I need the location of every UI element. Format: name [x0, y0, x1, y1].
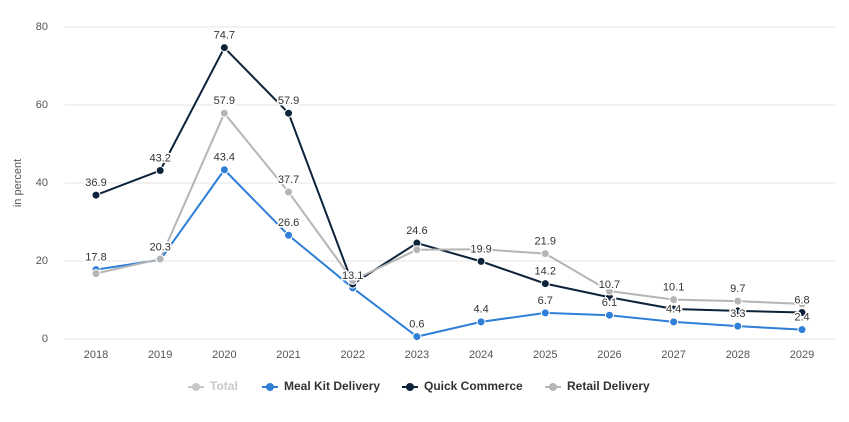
- data-label: 57.9: [214, 95, 235, 107]
- data-point: [219, 43, 229, 53]
- legend-marker: [192, 383, 200, 391]
- y-axis-label: in percent: [12, 159, 24, 207]
- data-point: [540, 308, 550, 318]
- data-point: [284, 187, 294, 197]
- data-label: 14.2: [535, 266, 556, 278]
- data-point: [476, 317, 486, 327]
- data-label: 17.8: [85, 251, 106, 263]
- data-point: [669, 304, 679, 314]
- data-label: 19.9: [470, 243, 491, 255]
- y-tick-label: 60: [36, 99, 48, 111]
- data-point: [797, 325, 807, 335]
- data-label: 57.9: [278, 95, 299, 107]
- data-point: [284, 230, 294, 240]
- data-point: [155, 166, 165, 176]
- data-label: 6.8: [794, 294, 809, 306]
- legend-marker: [406, 383, 414, 391]
- x-tick-label: 2022: [340, 349, 364, 361]
- y-tick-label: 20: [36, 255, 48, 267]
- x-tick-label: 2023: [405, 349, 429, 361]
- data-label: 0.6: [409, 319, 424, 331]
- data-point: [604, 310, 614, 320]
- data-label: 26.6: [278, 217, 299, 229]
- data-point: [604, 286, 614, 296]
- data-point: [284, 108, 294, 118]
- data-point: [412, 332, 422, 342]
- data-label: 43.2: [149, 152, 170, 164]
- y-tick-label: 80: [36, 21, 48, 33]
- legend-entry[interactable]: Meal Kit Delivery: [284, 379, 380, 393]
- data-point: [669, 295, 679, 305]
- x-tick-label: 2028: [726, 349, 750, 361]
- legend-entry[interactable]: Retail Delivery: [567, 379, 650, 393]
- data-point: [91, 190, 101, 200]
- x-tick-label: 2025: [533, 349, 557, 361]
- data-label: 36.9: [85, 177, 106, 189]
- data-label: 43.4: [214, 152, 235, 164]
- series-line: [95, 45, 803, 314]
- data-label: 9.7: [730, 283, 745, 295]
- x-tick-label: 2029: [790, 349, 814, 361]
- series-line: [95, 168, 803, 338]
- series-line: [95, 111, 803, 305]
- y-tick-label: 40: [36, 177, 48, 189]
- data-label: 21.9: [535, 235, 556, 247]
- data-label: 6.1: [602, 297, 617, 309]
- data-label: 2.4: [794, 312, 809, 324]
- x-tick-label: 2026: [597, 349, 621, 361]
- data-label: 10.7: [599, 279, 620, 291]
- data-point: [219, 165, 229, 175]
- data-label: 4.4: [666, 304, 681, 316]
- data-label: 10.1: [663, 282, 684, 294]
- x-tick-label: 2019: [148, 349, 172, 361]
- data-point: [219, 108, 229, 118]
- legend-entry[interactable]: Total: [210, 379, 238, 393]
- data-label: 74.7: [214, 30, 235, 42]
- data-label: 20.3: [149, 242, 170, 254]
- legend-entry[interactable]: Quick Commerce: [424, 379, 523, 393]
- data-point: [669, 317, 679, 327]
- data-point: [476, 256, 486, 266]
- x-tick-label: 2020: [212, 349, 236, 361]
- data-point: [797, 299, 807, 309]
- x-tick-label: 2024: [469, 349, 493, 361]
- data-label: 3.3: [730, 308, 745, 320]
- x-tick-label: 2027: [661, 349, 685, 361]
- data-point: [476, 244, 486, 254]
- y-tick-label: 0: [42, 333, 48, 345]
- data-point: [733, 306, 743, 316]
- data-label: 24.6: [406, 225, 427, 237]
- data-point: [797, 307, 807, 317]
- x-tick-label: 2021: [276, 349, 300, 361]
- data-point: [540, 249, 550, 259]
- data-label: 4.4: [473, 304, 488, 316]
- data-point: [91, 268, 101, 278]
- data-label: 6.7: [538, 295, 553, 307]
- data-point: [733, 296, 743, 306]
- data-label: 37.7: [278, 174, 299, 186]
- legend-marker: [266, 383, 274, 391]
- legend-marker: [549, 383, 557, 391]
- data-point: [412, 245, 422, 255]
- data-point: [540, 279, 550, 289]
- x-tick-label: 2018: [84, 349, 108, 361]
- data-point: [155, 254, 165, 264]
- data-label: 13.1: [342, 270, 363, 282]
- data-point: [348, 276, 358, 285]
- data-point: [733, 321, 743, 331]
